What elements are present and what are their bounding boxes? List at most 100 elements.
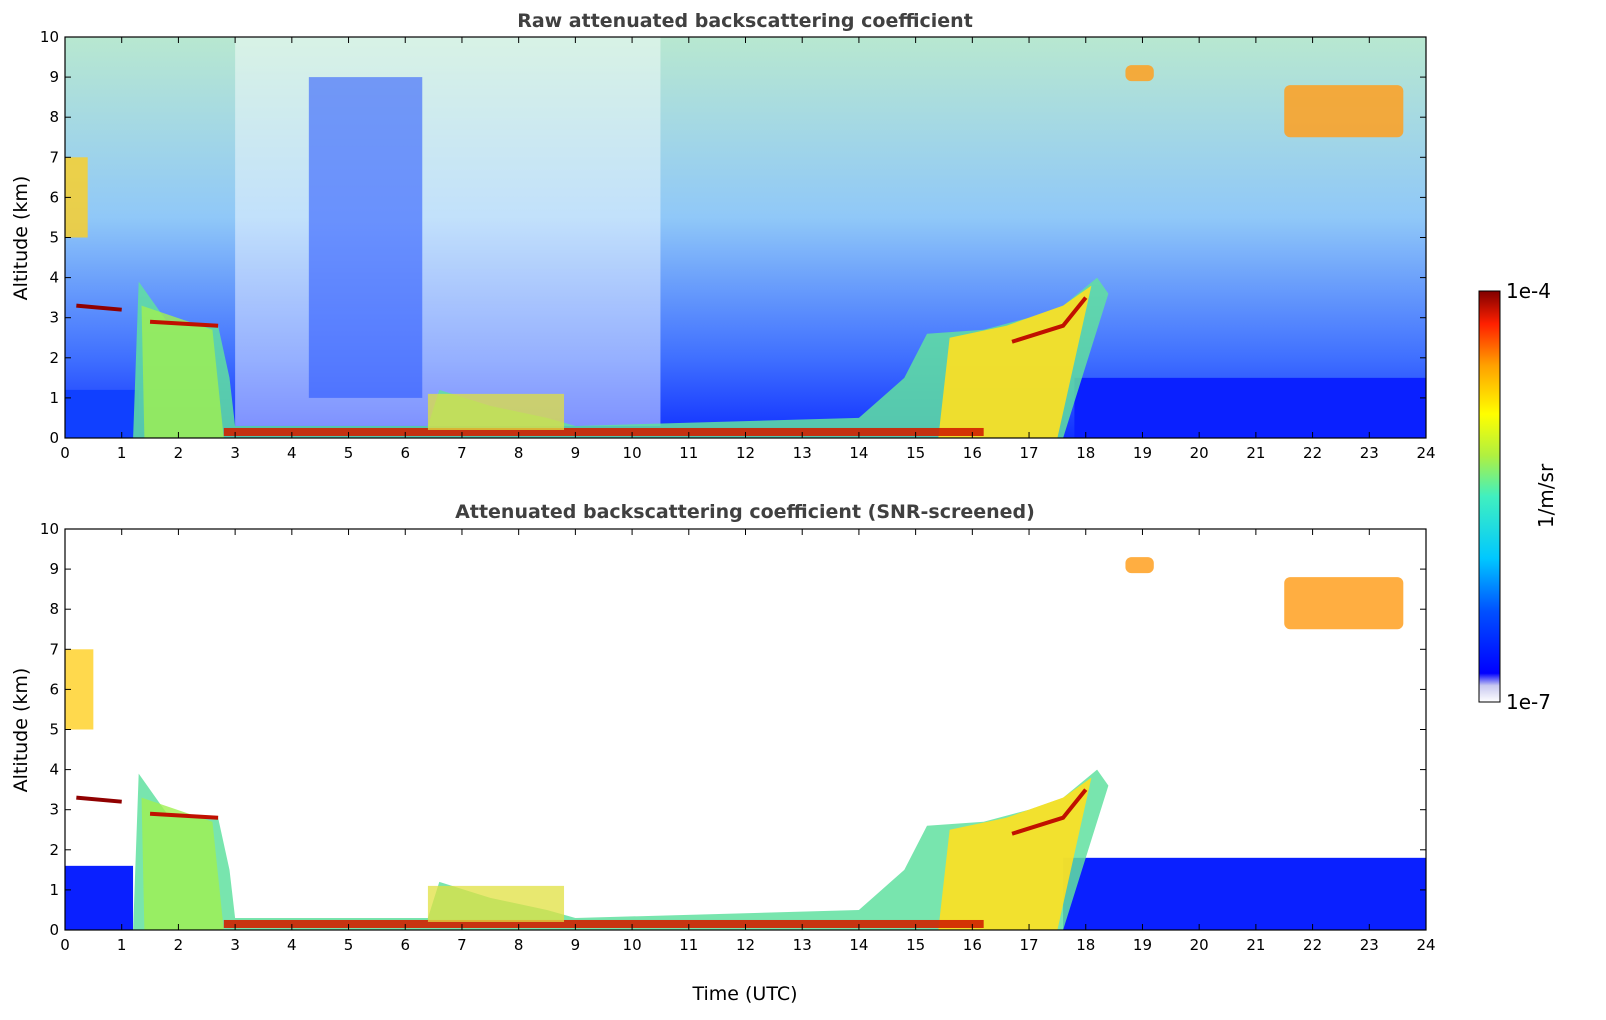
nighttime-surface-layer xyxy=(1074,377,1426,438)
y-tick-label: 10 xyxy=(40,520,59,538)
screened-title: Attenuated backscattering coefficient (S… xyxy=(455,501,1035,523)
y-tick-label: 7 xyxy=(49,148,59,166)
x-tick-label: 10 xyxy=(623,936,642,954)
x-tick-label: 20 xyxy=(1190,444,1209,462)
surface-strong-return xyxy=(223,427,984,436)
y-tick-label: 4 xyxy=(49,761,59,779)
colorbar: 1e-4 1e-7 1/m/sr xyxy=(1478,279,1558,714)
surface-blue-layer-0 xyxy=(65,865,134,930)
x-tick-label: 9 xyxy=(571,444,581,462)
morning-bl-core xyxy=(141,305,224,438)
blue-noise-column xyxy=(308,77,423,398)
x-tick-label: 12 xyxy=(736,444,755,462)
x-tick-label: 0 xyxy=(60,936,70,954)
cirrus-0 xyxy=(1125,65,1154,82)
panel-screened: Attenuated backscattering coefficient (S… xyxy=(10,501,1436,1005)
y-tick-label: 10 xyxy=(40,28,59,46)
x-tick-label: 7 xyxy=(457,444,467,462)
early-surface-layer xyxy=(65,389,139,438)
y-tick-label: 4 xyxy=(49,269,59,287)
screened-xlabel: Time (UTC) xyxy=(691,983,797,1005)
x-tick-label: 18 xyxy=(1076,444,1095,462)
x-tick-label: 1 xyxy=(117,936,127,954)
cirrus-0 xyxy=(1125,557,1154,574)
y-tick-label: 7 xyxy=(49,640,59,658)
cirrus-1 xyxy=(1284,85,1404,138)
morning-bl-core xyxy=(141,797,224,930)
y-tick-label: 8 xyxy=(49,108,59,126)
raw-axes: 0 1 2 3 4 5 6 7 8 9 10 11 12 13 14 15 16 17 18 19 20 21 22 23 24… xyxy=(40,28,1436,462)
x-tick-label: 17 xyxy=(1019,936,1038,954)
x-tick-label: 24 xyxy=(1416,444,1435,462)
y-tick-label: 9 xyxy=(49,68,59,86)
residual-layer-line xyxy=(76,795,122,804)
x-tick-label: 20 xyxy=(1190,936,1209,954)
x-tick-label: 3 xyxy=(230,444,240,462)
x-tick-label: 10 xyxy=(623,444,642,462)
bl-top-line-afternoon xyxy=(1011,788,1088,836)
y-tick-label: 1 xyxy=(49,389,59,407)
y-tick-label: 9 xyxy=(49,560,59,578)
x-tick-label: 16 xyxy=(963,936,982,954)
raw-plot-area xyxy=(65,37,1426,438)
y-tick-label: 3 xyxy=(49,801,59,819)
x-tick-label: 19 xyxy=(1133,444,1152,462)
panel-raw: Raw attenuated backscattering coefficien… xyxy=(10,10,1436,462)
heatmap-field xyxy=(65,37,1426,438)
x-tick-label: 1 xyxy=(117,444,127,462)
colorbar-max-label: 1e-4 xyxy=(1506,279,1551,303)
bl-top-line-morning xyxy=(149,319,219,328)
y-tick-label: 3 xyxy=(49,309,59,327)
y-tick-label: 0 xyxy=(49,429,59,447)
x-tick-label: 21 xyxy=(1246,936,1265,954)
afternoon-bl-core xyxy=(938,777,1092,930)
y-tick-label: 8 xyxy=(49,600,59,618)
screened-axes: 0 1 2 3 4 5 6 7 8 9 10 11 12 13 14 15 16 17 18 19 20 21 22 23 24… xyxy=(40,520,1436,954)
bl-top-line-afternoon xyxy=(1011,296,1088,344)
x-tick-label: 12 xyxy=(736,936,755,954)
surface-blue-layer-1 xyxy=(1063,857,1426,930)
x-tick-label: 5 xyxy=(344,936,354,954)
raw-ylabel: Altitude (km) xyxy=(10,176,32,301)
colorbar-gradient xyxy=(1478,290,1501,703)
y-tick-label: 1 xyxy=(49,881,59,899)
midday-aerosol-plume xyxy=(427,885,565,922)
x-tick-label: 14 xyxy=(849,936,868,954)
y-tick-label: 2 xyxy=(49,349,59,367)
x-tick-label: 6 xyxy=(400,444,410,462)
surface-strong-return xyxy=(223,919,984,928)
colorbar-unit-label: 1/m/sr xyxy=(1534,463,1558,528)
screened-ylabel: Altitude (km) xyxy=(10,668,32,793)
x-tick-label: 2 xyxy=(174,444,184,462)
y-tick-label: 5 xyxy=(49,229,59,247)
y-tick-label: 6 xyxy=(49,188,59,206)
mid-aerosol-0 xyxy=(65,157,88,238)
x-tick-label: 13 xyxy=(793,444,812,462)
bl-top-line-morning xyxy=(149,811,219,820)
x-tick-label: 4 xyxy=(287,936,297,954)
x-tick-label: 23 xyxy=(1360,444,1379,462)
colorbar-min-label: 1e-7 xyxy=(1506,690,1551,714)
x-tick-label: 23 xyxy=(1360,936,1379,954)
clear-air-region xyxy=(235,37,661,426)
x-tick-label: 6 xyxy=(400,936,410,954)
x-tick-label: 22 xyxy=(1303,444,1322,462)
x-tick-label: 5 xyxy=(344,444,354,462)
x-tick-label: 24 xyxy=(1416,936,1435,954)
x-tick-label: 22 xyxy=(1303,936,1322,954)
heatmap-field xyxy=(65,529,1426,930)
x-tick-label: 4 xyxy=(287,444,297,462)
screened-plot-area xyxy=(65,529,1426,930)
x-tick-label: 17 xyxy=(1019,444,1038,462)
x-tick-label: 15 xyxy=(906,444,925,462)
x-tick-label: 8 xyxy=(514,936,524,954)
x-tick-label: 14 xyxy=(849,444,868,462)
midday-aerosol-plume xyxy=(427,393,565,430)
y-tick-label: 0 xyxy=(49,921,59,939)
y-tick-label: 5 xyxy=(49,721,59,739)
x-tick-label: 8 xyxy=(514,444,524,462)
x-tick-label: 16 xyxy=(963,444,982,462)
y-tick-label: 6 xyxy=(49,680,59,698)
x-tick-label: 15 xyxy=(906,936,925,954)
